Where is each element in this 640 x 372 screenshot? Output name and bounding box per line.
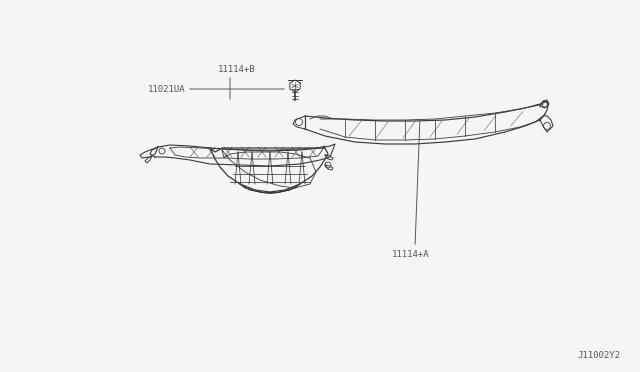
Text: 11021UA: 11021UA	[147, 84, 185, 93]
Text: 11114+B: 11114+B	[218, 65, 255, 74]
Text: 11114+A: 11114+A	[392, 250, 429, 259]
Text: J11002Y2: J11002Y2	[577, 351, 620, 360]
